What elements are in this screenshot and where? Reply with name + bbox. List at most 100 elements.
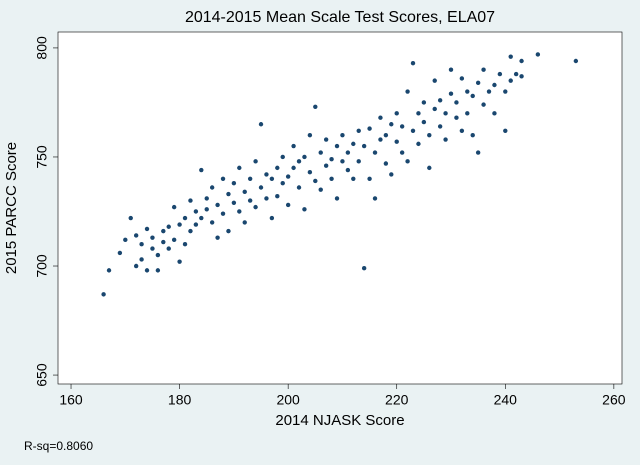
point — [215, 235, 220, 240]
point — [475, 150, 481, 155]
point — [258, 185, 264, 190]
point — [448, 67, 454, 72]
point — [313, 104, 318, 110]
point — [139, 257, 144, 262]
point — [503, 89, 508, 94]
point — [367, 176, 372, 181]
point — [486, 89, 492, 94]
point — [329, 156, 334, 162]
x-tick-label: 200 — [276, 392, 300, 408]
point — [226, 191, 231, 197]
point — [155, 252, 161, 258]
point — [182, 242, 188, 247]
point — [443, 137, 448, 142]
point — [427, 132, 432, 138]
point — [253, 204, 258, 210]
point — [492, 82, 497, 88]
point — [465, 111, 470, 116]
point — [389, 172, 394, 177]
point — [421, 100, 427, 105]
point — [399, 150, 405, 155]
point — [437, 124, 443, 129]
y-axis-label: 2015 PARCC Score — [3, 142, 20, 274]
point — [443, 111, 448, 116]
point — [171, 237, 177, 243]
point — [383, 132, 389, 138]
point — [253, 159, 258, 164]
point — [345, 167, 351, 173]
point — [492, 111, 497, 116]
y-tick-label: 650 — [34, 363, 50, 387]
point — [296, 185, 302, 190]
point — [188, 198, 193, 203]
y-tick-label: 750 — [34, 145, 50, 169]
point — [231, 180, 237, 186]
point — [204, 196, 209, 201]
point — [454, 115, 459, 120]
point — [432, 78, 437, 83]
point — [497, 71, 503, 77]
point — [416, 111, 421, 116]
point — [302, 207, 307, 212]
point — [123, 237, 128, 243]
point — [334, 143, 340, 149]
point — [128, 215, 133, 221]
point — [340, 159, 345, 164]
point — [269, 176, 275, 181]
point — [448, 91, 454, 96]
point — [459, 76, 465, 81]
point — [291, 143, 296, 149]
y-tick-label: 800 — [34, 36, 50, 60]
point — [372, 196, 378, 201]
point — [193, 209, 199, 214]
point — [329, 176, 334, 181]
x-tick-label: 160 — [59, 392, 83, 408]
point — [416, 141, 421, 147]
point — [356, 128, 361, 133]
point — [465, 89, 470, 94]
point — [307, 170, 313, 175]
point — [481, 67, 486, 72]
point — [307, 132, 313, 138]
point — [318, 187, 323, 192]
point — [372, 150, 378, 155]
point — [427, 165, 432, 171]
point — [280, 154, 285, 160]
point — [220, 176, 226, 181]
point — [166, 246, 171, 251]
point — [340, 132, 345, 138]
point — [171, 204, 177, 210]
point — [242, 189, 247, 195]
point — [199, 215, 204, 221]
point — [410, 60, 416, 66]
x-tick-label: 260 — [602, 392, 626, 408]
point — [264, 172, 269, 177]
point — [454, 100, 459, 105]
point — [459, 128, 465, 133]
point — [361, 143, 367, 149]
point — [209, 185, 215, 190]
point — [389, 122, 394, 127]
point — [323, 137, 329, 142]
point — [166, 224, 171, 229]
point — [275, 165, 280, 171]
point — [405, 89, 410, 94]
point — [535, 52, 541, 57]
point — [399, 124, 405, 129]
point — [508, 54, 513, 59]
point — [231, 200, 237, 205]
point — [242, 220, 247, 225]
point — [177, 222, 182, 227]
point — [573, 58, 579, 64]
point — [161, 239, 166, 245]
point — [356, 159, 361, 164]
point — [285, 202, 291, 208]
point — [258, 122, 264, 127]
x-tick-label: 240 — [494, 392, 518, 408]
point — [226, 228, 231, 234]
point — [285, 174, 291, 179]
point — [237, 209, 242, 214]
point — [144, 268, 150, 273]
point — [378, 137, 383, 142]
